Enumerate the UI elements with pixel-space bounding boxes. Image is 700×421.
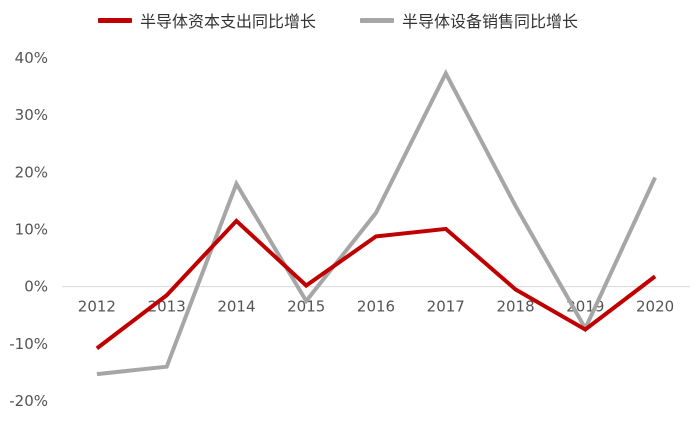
y-tick-label: 0% bbox=[24, 278, 48, 296]
x-tick-label: 2012 bbox=[78, 298, 116, 316]
x-tick-label: 2015 bbox=[287, 298, 325, 316]
legend: 半导体资本支出同比增长 半导体设备销售同比增长 bbox=[98, 8, 578, 32]
x-tick-label: 2020 bbox=[636, 298, 674, 316]
x-tick-label: 2018 bbox=[496, 298, 534, 316]
x-tick-label: 2016 bbox=[357, 298, 395, 316]
series-line-equipment bbox=[96, 69, 657, 377]
y-tick-label: 30% bbox=[15, 106, 48, 124]
legend-swatch-capex bbox=[98, 17, 132, 23]
y-tick-label: 40% bbox=[15, 49, 48, 67]
y-tick-label: 10% bbox=[15, 221, 48, 239]
legend-swatch-equipment bbox=[360, 17, 395, 23]
y-tick-label: -20% bbox=[9, 392, 48, 410]
y-tick-label: -10% bbox=[9, 335, 48, 353]
legend-label-equipment: 半导体设备销售同比增长 bbox=[402, 12, 579, 31]
legend-item-capex: 半导体资本支出同比增长 bbox=[98, 8, 316, 32]
y-tick-label: 20% bbox=[15, 163, 48, 181]
legend-item-equipment: 半导体设备销售同比增长 bbox=[360, 8, 578, 32]
x-tick-label: 2014 bbox=[217, 298, 255, 316]
x-tick-label: 2017 bbox=[427, 298, 465, 316]
legend-label-capex: 半导体资本支出同比增长 bbox=[140, 12, 317, 31]
